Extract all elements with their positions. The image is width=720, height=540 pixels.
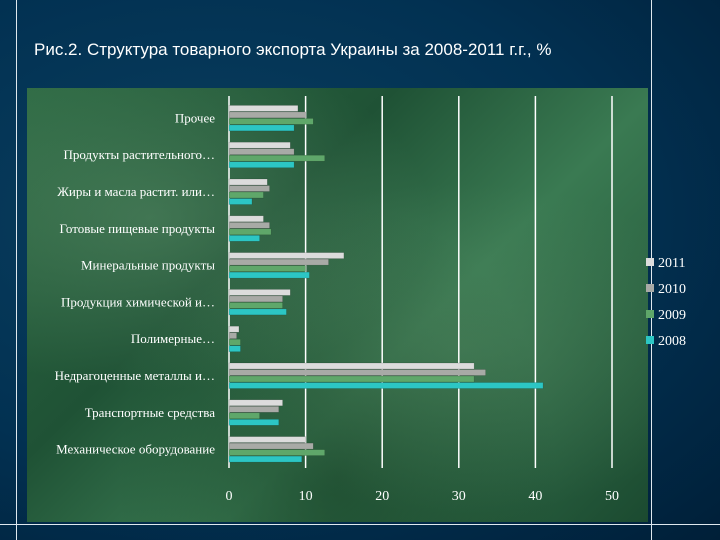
bar-2008-2 [228,198,253,205]
legend-swatch-2008 [646,336,654,344]
x-tick-label-0: 0 [226,489,233,504]
bar-2010-0 [228,111,306,119]
bar-2009-0 [228,118,314,125]
bar-2009-9 [228,449,325,456]
bar-2010-7 [228,369,486,376]
bar-2009-4 [228,265,306,272]
category-label-4: Минеральные продукты [81,258,215,273]
bar-2009-7 [228,375,475,383]
category-label-1: Продукты растительного… [64,147,215,162]
category-label-5: Продукция химической и… [61,294,215,309]
frame-line-left [16,0,17,540]
bar-2008-1 [228,161,295,168]
category-label-3: Готовые пищевые продукты [60,221,216,236]
legend-label-2011: 2011 [658,256,685,271]
x-tick-label-20: 20 [375,489,389,504]
bar-2009-8 [228,412,260,420]
bar-2010-4 [228,258,329,266]
chart-area [27,88,648,522]
bar-2011-7 [228,362,475,370]
bar-2010-8 [228,406,280,413]
x-tick-label-10: 10 [299,489,313,504]
bar-2008-5 [228,308,287,316]
bar-2010-2 [228,185,270,192]
legend-label-2009: 2009 [658,308,686,323]
category-label-9: Механическое оборудование [56,442,215,457]
bar-2008-0 [228,124,295,132]
bar-2010-3 [228,222,270,229]
bar-2008-4 [228,271,310,279]
bar-2009-2 [228,191,264,199]
legend-swatch-2009 [646,310,654,318]
bar-2009-6 [228,338,241,346]
bar-2011-2 [228,178,268,186]
bar-2011-4 [228,252,345,259]
bar-2009-3 [228,228,272,236]
bar-2011-5 [228,289,291,296]
bar-2010-6 [228,332,237,339]
slide-title: Рис.2. Структура товарного экспорта Укра… [34,40,552,59]
bar-2008-3 [228,235,260,242]
x-tick-label-50: 50 [605,489,619,504]
bar-2011-9 [228,436,306,443]
legend-label-2010: 2010 [658,282,686,297]
bar-2011-6 [228,325,240,333]
category-label-8: Транспортные средства [85,405,216,420]
legend-swatch-2010 [646,284,654,292]
bar-2011-1 [228,141,291,149]
bar-2011-8 [228,399,283,407]
bar-2008-7 [228,382,544,389]
category-label-2: Жиры и масла растит. или… [57,184,215,199]
bar-2008-9 [228,455,303,463]
bar-2011-0 [228,105,299,112]
bar-2008-6 [228,345,241,352]
bar-2008-8 [228,419,280,426]
legend-label-2008: 2008 [658,334,686,349]
frame-line-bottom [0,524,720,525]
bar-2010-1 [228,148,295,155]
bar-2009-5 [228,302,283,309]
category-label-7: Недрагоценные металлы и… [55,368,215,383]
bar-2010-5 [228,295,283,303]
x-tick-label-30: 30 [452,489,466,504]
legend-swatch-2011 [646,258,654,266]
frame-line-right [651,0,652,540]
bar-2010-9 [228,442,314,450]
bar-2009-1 [228,154,325,162]
category-label-0: Прочее [175,110,215,125]
x-tick-label-40: 40 [528,489,542,504]
category-label-6: Полимерные… [131,331,215,346]
bar-2011-3 [228,215,264,223]
